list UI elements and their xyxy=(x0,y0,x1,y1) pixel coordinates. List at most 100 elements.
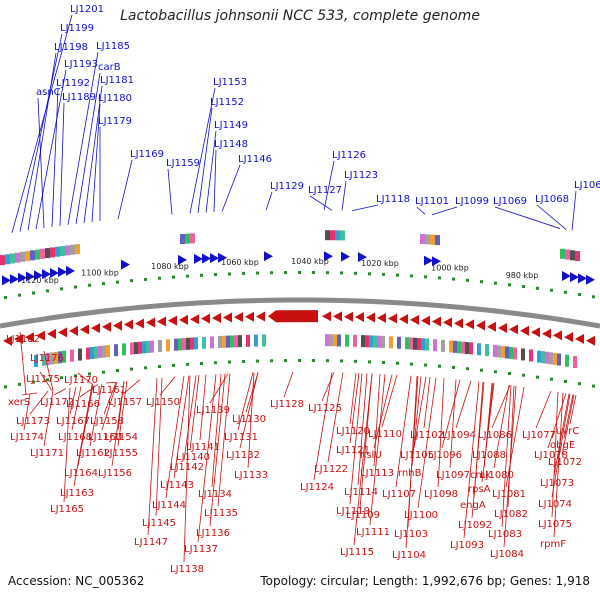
label-connector xyxy=(503,386,517,548)
reverse-gene-arrow xyxy=(3,335,12,346)
function-block xyxy=(202,336,206,349)
topology-summary: Topology: circular; Length: 1,992,676 bp… xyxy=(260,574,590,588)
feature-label: LJ1094 xyxy=(442,430,476,441)
feature-label: LJ1110 xyxy=(368,429,402,440)
label-connector xyxy=(35,69,67,230)
feature-label: LJ1142 xyxy=(170,462,204,473)
feature-label: LJ1107 xyxy=(382,489,416,500)
label-connector xyxy=(11,14,73,233)
reverse-gene-arrow xyxy=(47,328,56,339)
minor-tick xyxy=(564,379,567,383)
feature-label: LJ1174 xyxy=(10,432,44,443)
feature-label: LJ1068 xyxy=(535,194,569,205)
label-connector xyxy=(53,388,67,396)
label-connector xyxy=(505,387,525,488)
label-connector xyxy=(183,375,191,563)
label-connector xyxy=(189,87,216,214)
minor-tick xyxy=(256,359,259,363)
label-connector xyxy=(173,375,190,479)
feature-label: uvrC xyxy=(556,426,579,437)
label-connector xyxy=(411,376,422,467)
label-connector xyxy=(501,385,512,528)
label-connector xyxy=(341,180,347,211)
label-connector xyxy=(213,149,217,213)
label-connector xyxy=(183,375,197,461)
label-connector xyxy=(103,382,117,415)
forward-gene-arrow xyxy=(42,269,51,280)
minor-tick xyxy=(480,280,483,284)
feature-label: LJ1149 xyxy=(214,120,248,131)
minor-tick xyxy=(340,271,343,275)
feature-label: obgE xyxy=(550,440,575,451)
function-block xyxy=(457,341,461,354)
feature-label: LJ1122 xyxy=(314,464,348,475)
label-connector xyxy=(507,385,515,508)
feature-label: LJ1173 xyxy=(16,416,50,427)
minor-tick xyxy=(284,359,287,363)
reverse-gene-arrow xyxy=(25,332,34,343)
forward-gene-arrow xyxy=(562,270,571,281)
reverse-gene-arrow xyxy=(432,316,441,327)
scale-tick-label: 1080 kbp xyxy=(151,262,189,271)
function-block xyxy=(25,251,30,262)
function-block xyxy=(210,336,214,349)
minor-tick xyxy=(424,363,427,367)
feature-label: LJ1182 xyxy=(6,334,40,345)
feature-label: LJ1172 xyxy=(40,397,74,408)
function-block xyxy=(218,335,222,348)
reverse-gene-arrow xyxy=(256,311,265,322)
function-block xyxy=(377,335,381,348)
label-connector xyxy=(431,206,458,216)
minor-tick xyxy=(256,271,259,275)
feature-label: LJ1158 xyxy=(90,416,124,427)
forward-gene-arrow xyxy=(578,273,587,284)
reverse-gene-arrow xyxy=(58,327,67,338)
feature-label: LJ1103 xyxy=(394,529,428,540)
minor-tick xyxy=(60,287,63,291)
feature-label: LJ1144 xyxy=(152,500,186,511)
feature-label: LJ1193 xyxy=(64,59,98,70)
scale-ticks: 1120 kbp 1100 kbp 1080 kbp 1060 kbp 1040 kbp… xyxy=(4,257,595,389)
function-block xyxy=(190,337,194,350)
minor-tick xyxy=(564,290,567,294)
label-connector xyxy=(423,377,431,429)
forward-gene-arrow xyxy=(218,252,227,263)
forward-gene-arrow xyxy=(121,259,130,270)
minor-tick xyxy=(200,361,203,365)
reverse-gene-arrow xyxy=(102,321,111,332)
minor-tick xyxy=(522,284,525,288)
function-block xyxy=(537,350,541,363)
scale-tick-label: 1120 kbp xyxy=(21,276,59,285)
reverse-gene-arrow xyxy=(366,312,375,323)
label-connector xyxy=(395,375,412,488)
function-block xyxy=(114,344,118,357)
label-connector xyxy=(481,383,495,483)
minor-tick xyxy=(326,359,329,363)
label-connector xyxy=(75,72,101,224)
reverse-gene-arrow xyxy=(124,319,133,330)
label-connector xyxy=(571,190,577,231)
label-connector xyxy=(77,384,94,467)
label-connector xyxy=(463,381,480,539)
label-connector xyxy=(353,373,373,546)
feature-label: LJ1180 xyxy=(98,93,132,104)
label-connector xyxy=(471,382,485,519)
minor-tick xyxy=(46,289,49,293)
reverse-gene-arrow xyxy=(223,312,232,323)
label-connector xyxy=(155,377,163,517)
function-block xyxy=(430,234,435,245)
function-block xyxy=(46,353,50,366)
minor-tick xyxy=(102,370,105,374)
function-block xyxy=(234,335,238,348)
function-block xyxy=(469,342,473,355)
minor-tick xyxy=(354,271,357,275)
function-block xyxy=(78,348,82,361)
function-block xyxy=(5,254,10,265)
reverse-gene-arrow xyxy=(344,311,353,322)
feature-label: LJ1176 xyxy=(30,353,64,364)
function-block xyxy=(230,335,234,348)
minor-tick xyxy=(116,280,119,284)
feature-label: LJ1081 xyxy=(492,489,526,500)
function-block xyxy=(497,345,501,358)
label-connector xyxy=(413,376,427,449)
